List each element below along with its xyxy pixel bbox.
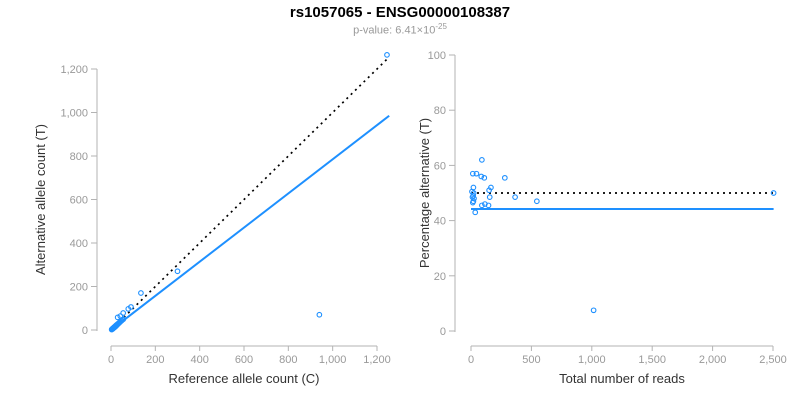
x-tick-label: 0 (468, 354, 474, 366)
data-point (590, 307, 597, 314)
data-point (478, 173, 485, 180)
fit-line (110, 114, 390, 331)
y-tick-label: 0 (82, 325, 88, 337)
y-tick-label: 100 (428, 50, 446, 62)
pvalue-exponent: -25 (435, 22, 447, 31)
percentage-panel-y-title: Percentage alternative (T) (417, 118, 432, 268)
y-tick-label: 20 (434, 271, 446, 283)
x-tick-label: 1,000 (578, 354, 606, 366)
y-tick-label: 0 (440, 326, 446, 338)
y-tick-label: 400 (70, 238, 88, 250)
data-point (174, 268, 181, 275)
x-tick-label: 1,000 (319, 354, 347, 366)
data-point (120, 310, 127, 316)
data-point (481, 174, 488, 181)
data-point (316, 311, 323, 318)
data-point (117, 313, 124, 319)
x-tick-label: 1,500 (638, 354, 666, 366)
data-point (472, 209, 479, 216)
x-tick-label: 2,500 (759, 354, 787, 366)
data-point (479, 202, 485, 209)
data-point (486, 187, 492, 194)
data-point (512, 194, 518, 200)
identity-line (110, 57, 389, 331)
data-point (479, 157, 485, 163)
x-tick-label: 2,000 (699, 354, 727, 366)
data-point (384, 52, 390, 58)
percentage-panel-x-title: Total number of reads (559, 371, 685, 386)
data-point (138, 290, 144, 296)
y-tick-label: 80 (434, 105, 446, 117)
data-point (120, 316, 127, 322)
x-tick-label: 200 (146, 354, 164, 366)
data-point (770, 190, 777, 196)
x-tick-label: 1,200 (363, 354, 391, 366)
y-tick-label: 600 (70, 195, 88, 207)
data-point (469, 170, 476, 177)
allele-counts-panel-y-title: Alternative allele count (T) (33, 124, 48, 275)
x-tick-label: 400 (190, 354, 208, 366)
y-tick-label: 40 (434, 216, 446, 228)
figure-title: rs1057065 - ENSG00000108387 (289, 4, 511, 21)
y-tick-label: 1,000 (60, 108, 88, 120)
x-tick-label: 500 (522, 354, 540, 366)
y-tick-label: 60 (434, 160, 446, 172)
pvalue-text: p-value: 6.41×10 (353, 24, 436, 37)
data-point (501, 174, 508, 181)
y-tick-label: 800 (70, 151, 88, 163)
data-point (128, 304, 134, 310)
allele-counts-panel-x-title: Reference allele count (C) (168, 371, 319, 386)
data-point (469, 199, 476, 206)
y-tick-label: 1,200 (60, 64, 88, 76)
x-tick-label: 800 (279, 354, 297, 366)
figure-subtitle: p-value: 6.41×10-25 (0, 22, 800, 37)
x-tick-label: 0 (108, 354, 114, 366)
data-point (533, 198, 540, 205)
x-tick-label: 600 (235, 354, 253, 366)
data-point (485, 202, 492, 209)
data-point (486, 194, 493, 200)
data-point (473, 170, 480, 177)
y-tick-label: 200 (70, 282, 88, 294)
